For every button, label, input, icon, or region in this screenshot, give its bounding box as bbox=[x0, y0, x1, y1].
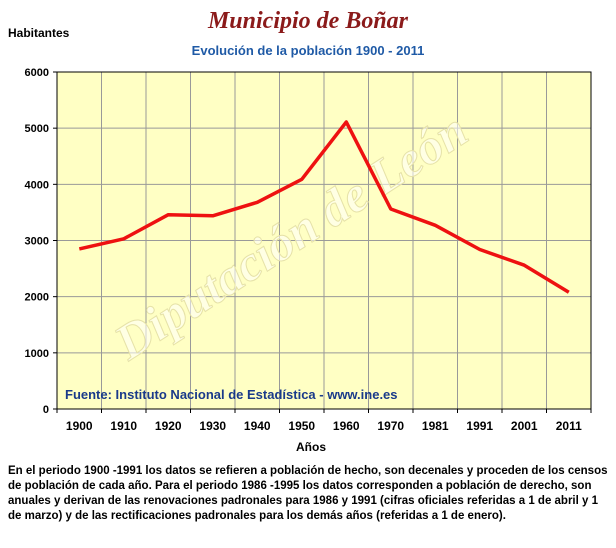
source-text: Fuente: Instituto Nacional de Estadístic… bbox=[65, 387, 398, 402]
x-tick-label: 1910 bbox=[110, 419, 137, 433]
y-axis-ticks: 0 1000 2000 3000 4000 5000 6000 bbox=[25, 67, 57, 416]
x-tick-label: 1930 bbox=[199, 419, 226, 433]
y-tick-label: 6000 bbox=[25, 67, 49, 79]
chart-title: Municipio de Boñar bbox=[207, 8, 409, 34]
y-tick-label: 3000 bbox=[25, 236, 49, 248]
population-line bbox=[78, 120, 570, 294]
x-tick-label: 1900 bbox=[66, 419, 93, 433]
methodology-note: En el periodo 1900 -1991 los datos se re… bbox=[8, 465, 608, 522]
y-axis-label: Habitantes bbox=[8, 26, 70, 40]
x-tick-label: 1920 bbox=[155, 419, 182, 433]
x-tick-label: 1991 bbox=[466, 419, 493, 433]
y-tick-label: 4000 bbox=[25, 179, 49, 191]
x-tick-label: 1970 bbox=[377, 419, 404, 433]
y-tick-label: 0 bbox=[43, 404, 49, 416]
horizontal-grid bbox=[57, 127, 591, 354]
line-chart: Diputación de León 010002000300040005000… bbox=[25, 67, 592, 433]
x-axis-label: Años bbox=[296, 440, 326, 454]
x-tick-label: 1940 bbox=[244, 419, 271, 433]
y-tick-label: 2000 bbox=[25, 292, 49, 304]
chart-subtitle: Evolución de la población 1900 - 2011 bbox=[191, 43, 425, 58]
x-tick-label: 2001 bbox=[511, 419, 538, 433]
x-axis-ticks: 1900 1910 1920 1930 1940 1950 1960 1970 1981 1991… bbox=[56, 409, 592, 433]
y-tick-label: 1000 bbox=[25, 348, 49, 360]
x-tick-label: 1960 bbox=[333, 419, 360, 433]
x-tick-label: 1950 bbox=[288, 419, 315, 433]
x-tick-label: 1981 bbox=[422, 419, 449, 433]
x-tick-label: 2011 bbox=[556, 419, 582, 433]
y-tick-label: 5000 bbox=[25, 123, 49, 135]
